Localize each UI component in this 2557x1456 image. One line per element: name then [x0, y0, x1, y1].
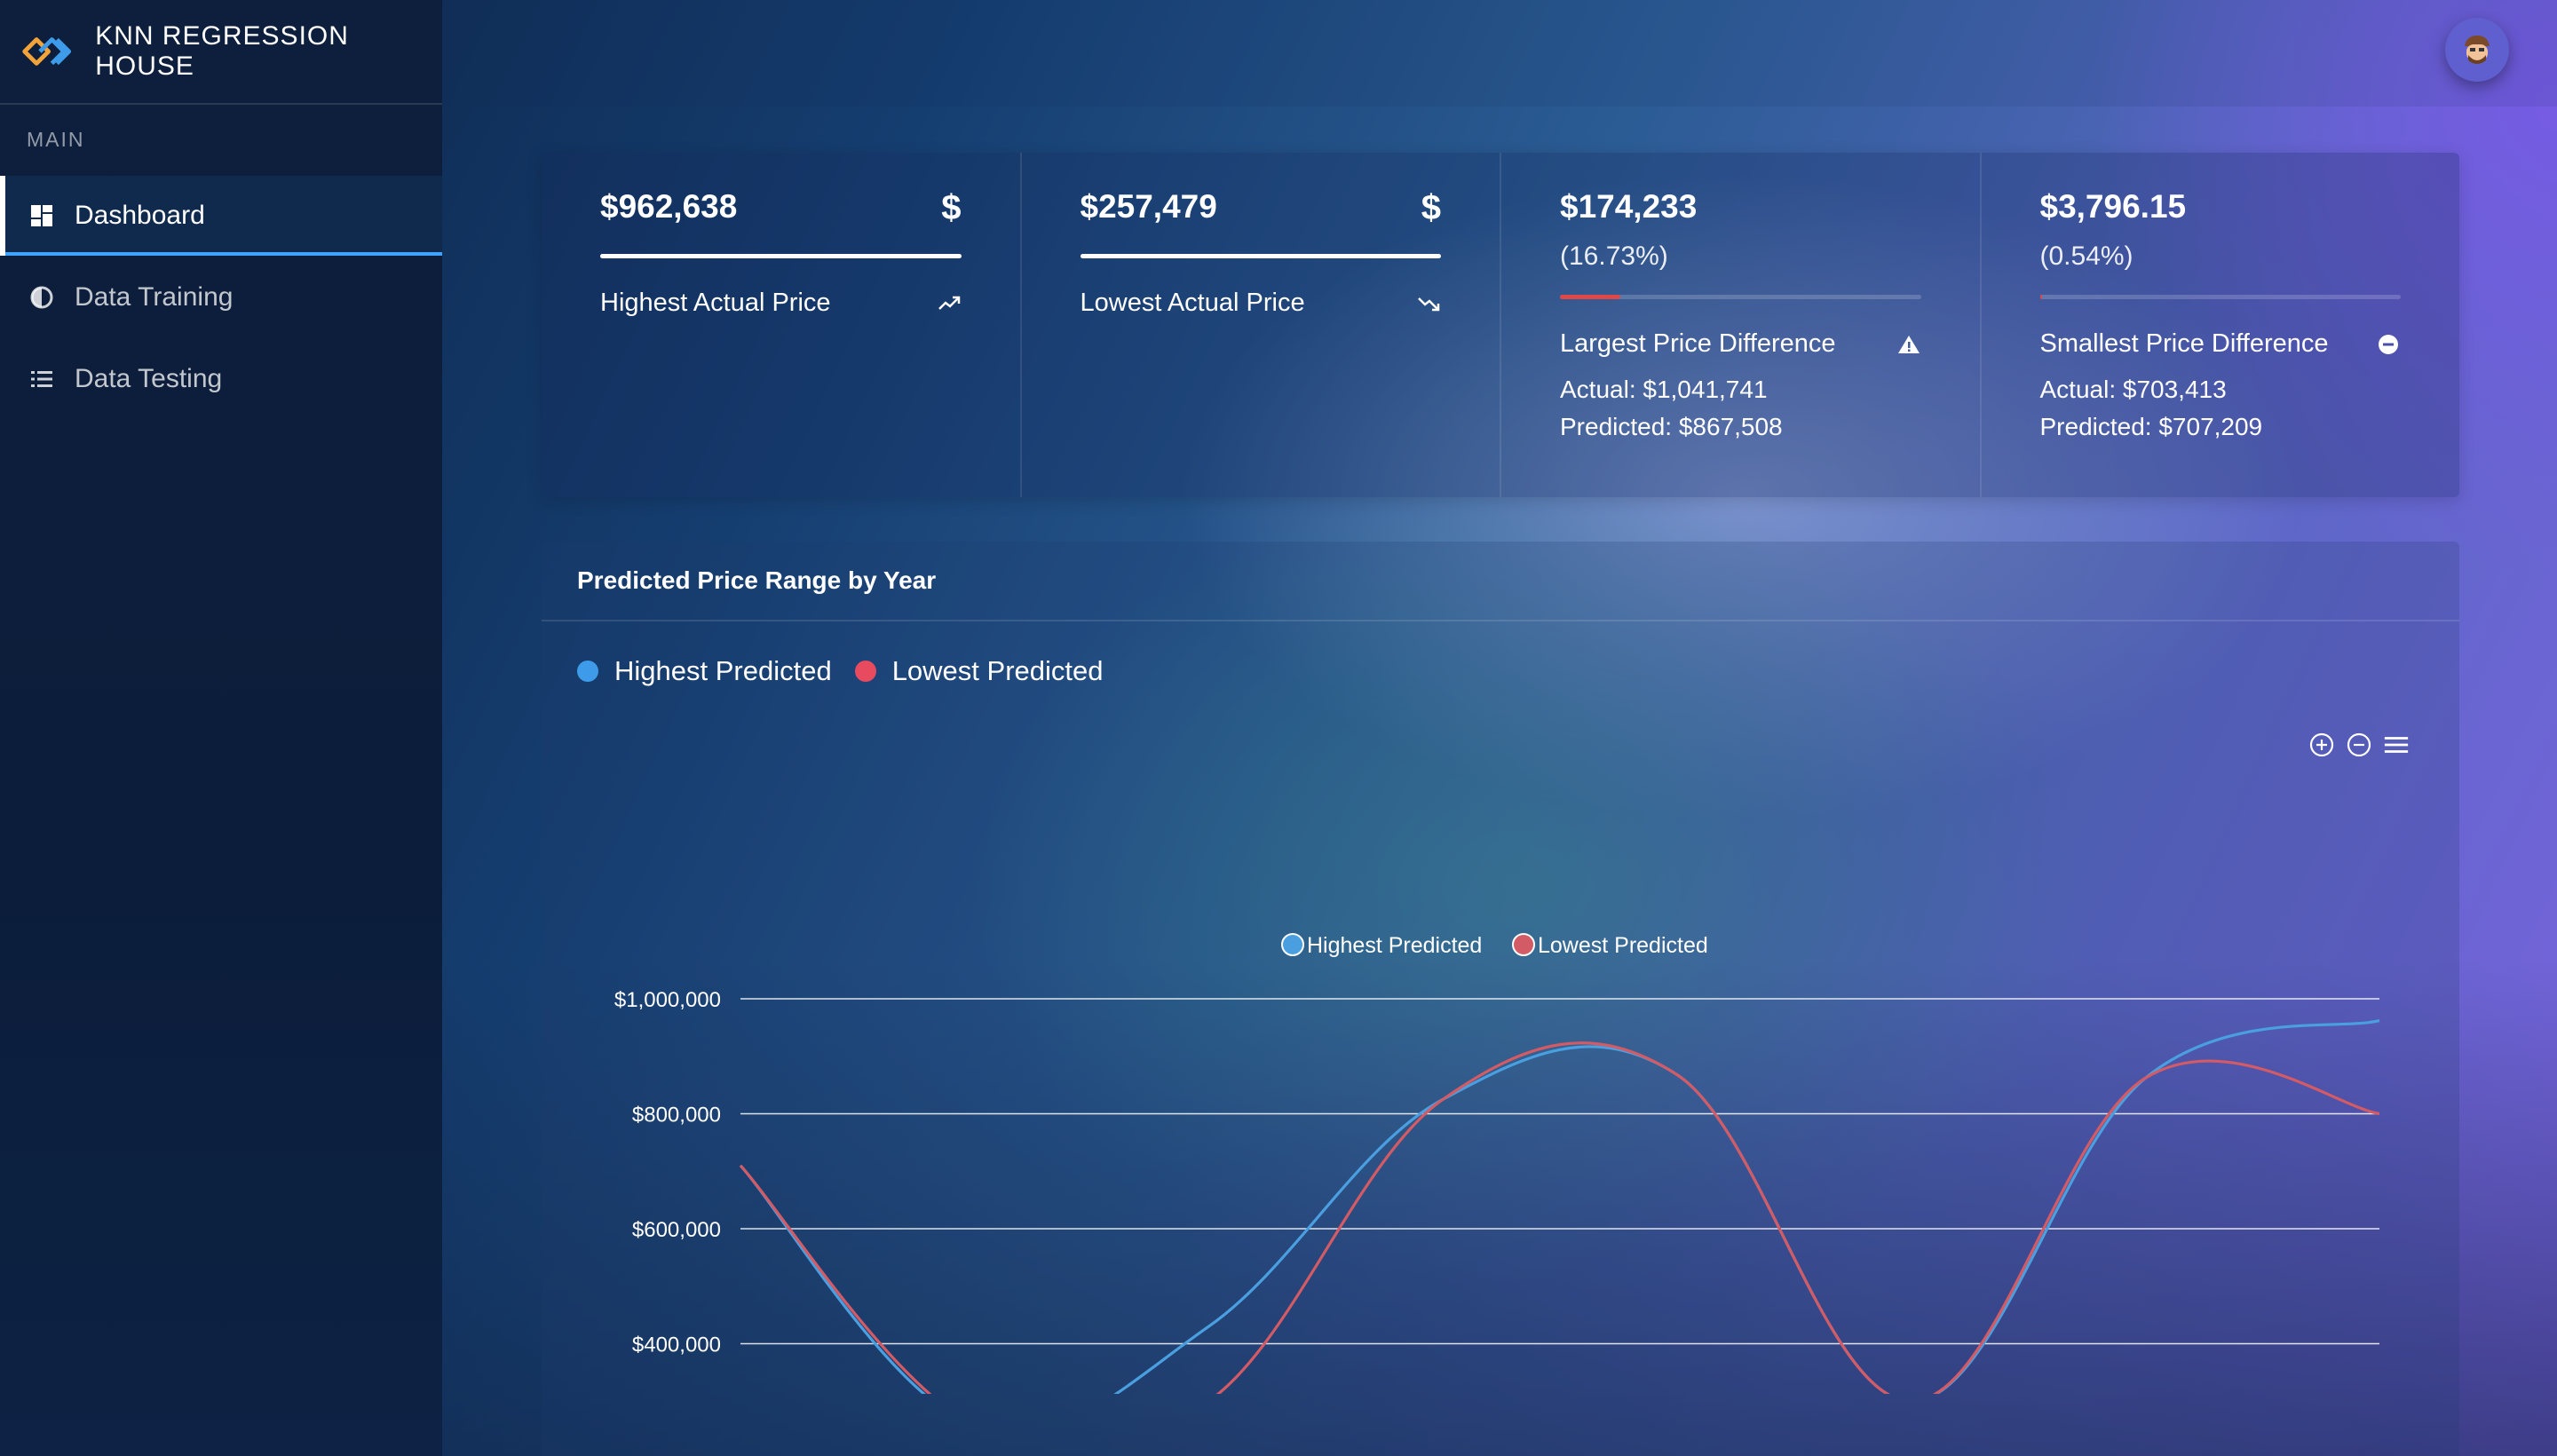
- list-icon: [28, 366, 55, 392]
- sidebar-item-label: Data Testing: [75, 364, 223, 393]
- stat-card-smallest-difference: $3,796.15 (0.54%) Smallest Price Differe…: [1979, 153, 2460, 497]
- avatar-icon: [2465, 36, 2490, 64]
- stat-card-lowest-actual: $257,479 $ Lowest Actual Price: [1019, 153, 1500, 497]
- y-tick-label: $800,000: [632, 1104, 721, 1128]
- stat-label: Largest Price Difference: [1560, 329, 1836, 358]
- stat-value: $962,638: [600, 188, 738, 225]
- sidebar-item-label: Dashboard: [75, 201, 205, 230]
- sidebar-item-dashboard[interactable]: Dashboard: [0, 176, 442, 256]
- sidebar-item-data-testing[interactable]: Data Testing: [0, 339, 442, 419]
- legend-label: Highest Predicted: [614, 655, 832, 686]
- dashboard-icon: [28, 202, 55, 229]
- dollar-icon: $: [1421, 188, 1441, 227]
- stat-label: Highest Actual Price: [600, 289, 831, 317]
- brand[interactable]: KNN REGRESSION HOUSE: [0, 0, 442, 105]
- inner-legend-marker: [1512, 933, 1535, 956]
- y-tick-label: $1,000,000: [614, 988, 721, 1012]
- legend-label: Lowest Predicted: [891, 655, 1104, 686]
- stat-actual: Actual: $703,413: [2039, 376, 2227, 403]
- panel-title: Predicted Price Range by Year: [542, 542, 2459, 621]
- minus-circle-icon: [2376, 332, 2401, 357]
- warning-icon: [1896, 332, 1921, 357]
- stat-label: Lowest Actual Price: [1080, 289, 1305, 317]
- series-line-lowest: [739, 1041, 2380, 1394]
- dollar-icon: $: [941, 188, 962, 227]
- zoom-out-icon[interactable]: [2346, 732, 2372, 758]
- top-bar: [442, 0, 2557, 107]
- stat-percent: (0.54%): [2039, 241, 2133, 271]
- chart-toolbar: [2308, 732, 2410, 758]
- stat-progress: [1560, 295, 1921, 299]
- stats-row: $962,638 $ Highest Actual Price $257,479…: [542, 153, 2459, 497]
- stat-progress: [2039, 295, 2401, 299]
- chart-panel: Predicted Price Range by Year Highest Pr…: [542, 542, 2459, 1456]
- stat-progress: [600, 254, 962, 258]
- trending-down-icon: [1416, 291, 1441, 316]
- y-tick-label: $600,000: [632, 1218, 721, 1242]
- half-circle-icon: [28, 284, 55, 311]
- nav-section-label: MAIN: [27, 128, 85, 151]
- zoom-in-icon[interactable]: [2308, 732, 2335, 758]
- stat-value: $257,479: [1080, 188, 1217, 225]
- sidebar-item-label: Data Training: [75, 282, 234, 312]
- y-tick-label: $400,000: [632, 1333, 721, 1357]
- trending-up-icon: [937, 291, 962, 316]
- menu-icon[interactable]: [2383, 732, 2410, 758]
- stat-predicted: Predicted: $867,508: [1560, 413, 1783, 440]
- legend-dot: [854, 661, 876, 682]
- stat-predicted: Predicted: $707,209: [2039, 413, 2263, 440]
- sidebar-item-data-training[interactable]: Data Training: [0, 257, 442, 337]
- sidebar: KNN REGRESSION HOUSE MAIN Dashboard Data…: [0, 0, 442, 1456]
- outer-legend: Highest Predicted Lowest Predicted: [542, 621, 2459, 687]
- inner-legend-label: Lowest Predicted: [1538, 933, 1708, 958]
- series-line-highest: [739, 1019, 2380, 1394]
- legend-dot: [577, 661, 598, 682]
- app-title: KNN REGRESSION HOUSE: [95, 21, 349, 81]
- stat-progress: [1080, 254, 1441, 258]
- stat-percent: (16.73%): [1560, 241, 1668, 271]
- user-avatar[interactable]: [2445, 18, 2509, 82]
- stat-card-largest-difference: $174,233 (16.73%) Largest Price Differen…: [1500, 153, 1980, 497]
- legend-item-highest[interactable]: Highest Predicted: [577, 655, 832, 687]
- inner-legend-label: Highest Predicted: [1307, 933, 1482, 958]
- logo-icon: [22, 37, 72, 66]
- stat-actual: Actual: $1,041,741: [1560, 376, 1768, 403]
- stat-value: $174,233: [1560, 188, 1698, 225]
- stat-value: $3,796.15: [2039, 188, 2187, 225]
- inner-legend-marker: [1281, 933, 1304, 956]
- stat-card-highest-actual: $962,638 $ Highest Actual Price: [542, 153, 1020, 497]
- stat-label: Smallest Price Difference: [2039, 329, 2329, 358]
- legend-item-lowest[interactable]: Lowest Predicted: [854, 655, 1104, 687]
